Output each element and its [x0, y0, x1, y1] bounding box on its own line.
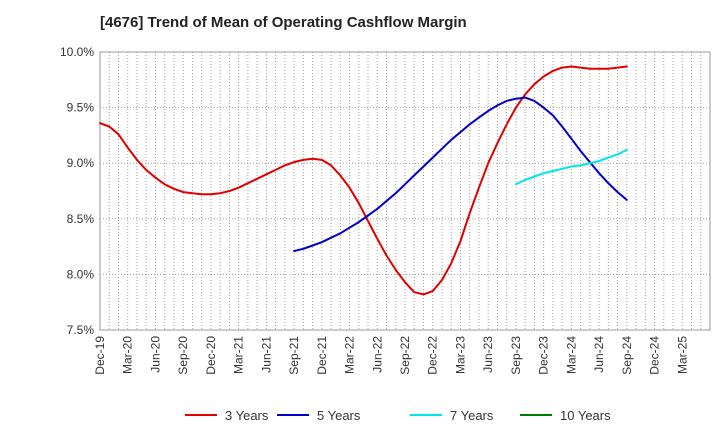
x-tick-label: Jun-23	[481, 336, 495, 373]
x-tick-label: Sep-22	[398, 336, 412, 375]
x-tick-label: Dec-19	[93, 336, 107, 375]
y-axis-ticks: 10.0% 9.5% 9.0% 8.5% 8.0% 7.5%	[60, 45, 94, 337]
y-tick-label: 8.0%	[67, 267, 95, 281]
x-tick-label: Jun-20	[148, 336, 162, 373]
series-line-5-years	[293, 96, 628, 252]
x-tick-label: Jun-24	[592, 336, 606, 373]
x-tick-label: Dec-23	[537, 336, 551, 375]
x-tick-label: Mar-22	[343, 336, 357, 374]
x-tick-label: Mar-23	[453, 336, 467, 374]
legend-label: 3 Years	[225, 408, 269, 423]
x-axis-ticks: Dec-19 Mar-20 Jun-20 Sep-20 Dec-20 Mar-21 Jun-…	[93, 336, 689, 375]
x-tick-label: Dec-21	[315, 336, 329, 375]
series-line-7-years	[514, 148, 628, 186]
x-tick-label: Jun-22	[370, 336, 384, 373]
x-tick-label: Mar-20	[121, 336, 135, 374]
x-tick-label: Dec-22	[426, 336, 440, 375]
series-layer	[99, 65, 628, 296]
legend: 3 Years 5 Years 7 Years 10 Years	[185, 408, 611, 423]
x-tick-label: Sep-23	[509, 336, 523, 375]
y-tick-label: 10.0%	[60, 45, 94, 59]
y-tick-label: 8.5%	[67, 212, 95, 226]
x-tick-label: Sep-21	[287, 336, 301, 375]
x-tick-label: Mar-24	[564, 336, 578, 374]
series-line-3-years	[99, 65, 628, 296]
x-tick-label: Dec-24	[648, 336, 662, 375]
y-tick-label: 9.0%	[67, 156, 95, 170]
x-tick-label: Sep-20	[176, 336, 190, 375]
x-tick-label: Mar-25	[675, 336, 689, 374]
chart-title: [4676] Trend of Mean of Operating Cashfl…	[100, 14, 467, 31]
x-tick-label: Mar-21	[232, 336, 246, 374]
x-tick-label: Sep-24	[620, 336, 634, 375]
y-tick-label: 7.5%	[67, 323, 95, 337]
x-tick-label: Jun-21	[259, 336, 273, 373]
vertical-grid	[108, 52, 702, 330]
legend-label: 7 Years	[450, 408, 494, 423]
legend-label: 10 Years	[560, 408, 611, 423]
plot-border	[99, 51, 711, 331]
legend-label: 5 Years	[317, 408, 361, 423]
y-tick-label: 9.5%	[67, 101, 95, 115]
x-tick-label: Dec-20	[204, 336, 218, 375]
